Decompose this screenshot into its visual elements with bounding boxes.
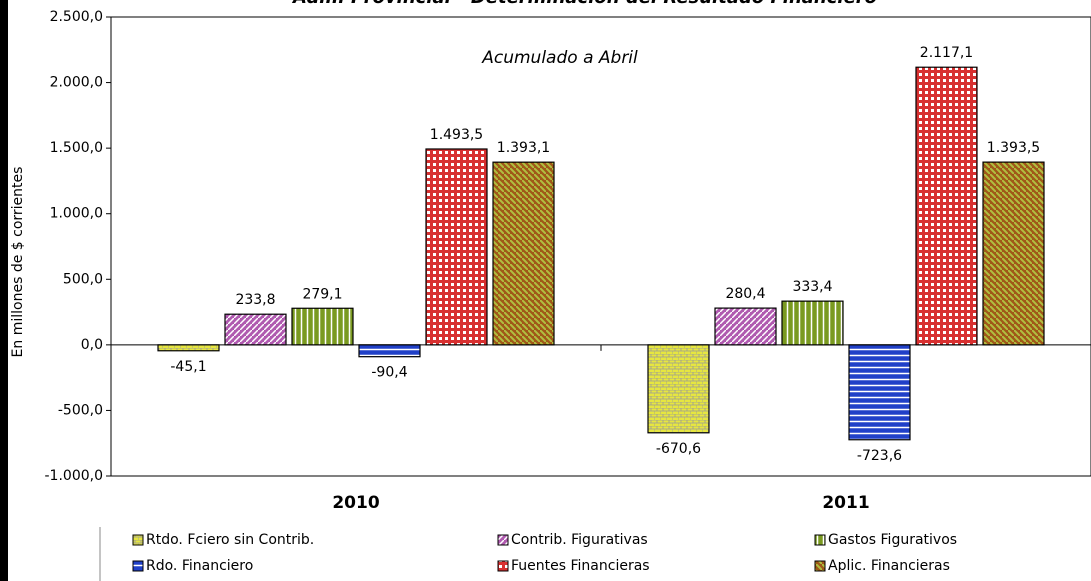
data-label: -723,6 [857, 448, 902, 464]
frame-edge [0, 0, 8, 581]
bar [714, 307, 777, 346]
bar [492, 161, 555, 346]
y-tick-label: 2.000,0 [50, 75, 103, 91]
bar [647, 344, 710, 434]
bar [157, 344, 220, 352]
bar [915, 66, 978, 346]
bar [781, 300, 844, 346]
data-label: 233,8 [235, 292, 275, 308]
bar [425, 148, 488, 346]
data-label: 280,4 [725, 286, 765, 302]
legend-label: Aplic. Financieras [828, 558, 950, 574]
data-label: -90,4 [371, 365, 407, 381]
data-label: 2.117,1 [920, 45, 973, 61]
y-tick-label: -1.000,0 [45, 468, 104, 484]
chart-title: Adm. Provincial - Determinación del Resu… [291, 0, 877, 8]
y-tick-label: 2.500,0 [50, 9, 103, 25]
legend-swatch [132, 534, 144, 546]
legend-label: Fuentes Financieras [511, 558, 650, 574]
data-label: 279,1 [302, 286, 342, 302]
y-tick-label: -500,0 [58, 402, 103, 418]
legend-label: Rtdo. Fciero sin Contrib. [146, 532, 314, 548]
bar [358, 344, 421, 358]
bar [224, 313, 287, 346]
y-tick-label: 1.000,0 [50, 206, 103, 222]
plot-frame [110, 16, 1091, 477]
legend-label: Gastos Figurativos [828, 532, 957, 548]
y-tick-label: 500,0 [63, 271, 103, 287]
legend-swatch [497, 560, 509, 572]
y-tick-label: 0,0 [81, 337, 103, 353]
data-label: 333,4 [792, 279, 832, 295]
legend-swatch [132, 560, 144, 572]
legend-swatch [814, 534, 826, 546]
data-label: -670,6 [656, 441, 701, 457]
bar [291, 307, 354, 346]
data-label: -45,1 [170, 359, 206, 375]
legend-swatch [814, 560, 826, 572]
bar [982, 161, 1045, 346]
legend-label: Rdo. Financiero [146, 558, 253, 574]
bar [848, 344, 911, 441]
y-axis-label: En millones de $ corrientes [10, 167, 26, 358]
x-tick-label: 2010 [332, 493, 379, 513]
y-tick-label: 1.500,0 [50, 140, 103, 156]
data-label: 1.493,5 [430, 127, 483, 143]
legend-label: Contrib. Figurativas [511, 532, 648, 548]
annotation: Acumulado a Abril [481, 48, 638, 68]
data-label: 1.393,1 [497, 140, 550, 156]
x-tick-label: 2011 [822, 493, 869, 513]
legend-swatch [497, 534, 509, 546]
data-label: 1.393,5 [987, 140, 1040, 156]
